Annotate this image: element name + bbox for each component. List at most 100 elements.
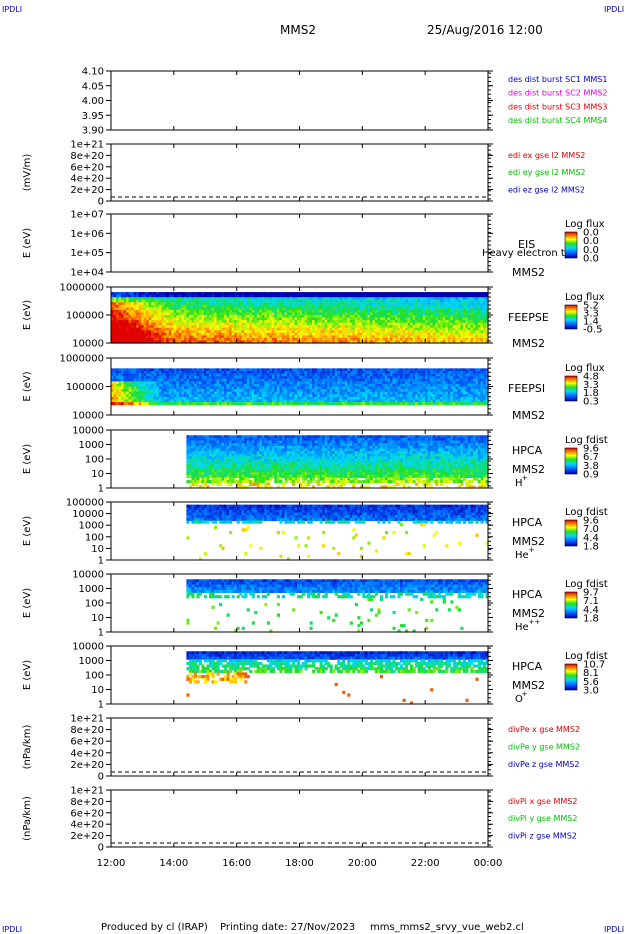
spectrogram-cell — [251, 315, 255, 319]
spectrogram-cell — [354, 396, 358, 401]
spectrogram-cell — [219, 322, 223, 326]
spectrogram-cell — [309, 309, 313, 314]
spectrogram-cell — [354, 302, 358, 306]
spectrogram-cell — [412, 322, 416, 326]
spectrogram-cell — [118, 391, 122, 395]
spectrogram-cell — [462, 322, 466, 326]
spectrogram-cell — [425, 330, 429, 334]
spectrogram-cell — [284, 320, 288, 324]
spectrogram-cell — [319, 373, 323, 377]
spectrogram-cell — [307, 322, 311, 326]
spectrogram-cell — [246, 394, 250, 398]
spectrogram-cell — [161, 394, 165, 398]
spectrogram-cell — [339, 294, 343, 298]
spectrogram-cell — [435, 327, 439, 331]
spectrogram-cell — [442, 309, 446, 314]
spectrogram-cell — [128, 340, 132, 344]
spectrogram-cell — [339, 399, 343, 403]
spectrogram-cell — [462, 320, 466, 324]
spectrogram-cell — [168, 307, 172, 311]
spectrogram-cell — [231, 297, 235, 301]
spectrogram-cell — [362, 332, 366, 336]
spectrogram-cell — [410, 302, 414, 306]
spectrogram-cell — [236, 307, 240, 311]
spectrogram-cell — [374, 396, 379, 401]
spectrogram-cell — [417, 373, 421, 377]
spectrogram-cell — [357, 383, 361, 388]
spectrogram-cell — [183, 340, 187, 344]
spectrogram-cell — [457, 299, 461, 303]
spectrogram-cell — [269, 297, 273, 301]
spectrogram-cell — [440, 317, 444, 321]
spectrogram-cell — [440, 299, 444, 303]
spectrogram-cell — [236, 335, 240, 339]
spectrogram-cell — [131, 335, 135, 339]
spectrogram-cell — [264, 373, 268, 377]
spectrogram-cell — [357, 373, 361, 377]
spectrogram-cell — [415, 381, 419, 385]
spectrogram-cell — [344, 302, 348, 306]
spectrogram-cell — [249, 322, 253, 326]
spectrogram-cell — [329, 394, 333, 398]
spectrogram-cell — [214, 297, 218, 301]
spectrogram-cell — [166, 370, 170, 375]
spectrogram-cell — [440, 332, 444, 336]
spectrogram-cell — [332, 315, 336, 319]
spectrogram-cell — [118, 307, 122, 311]
spectrogram-cell — [354, 309, 358, 314]
spectrogram-cell — [289, 309, 293, 314]
spectrogram-cell — [271, 373, 275, 377]
spectrogram-cell — [173, 309, 177, 314]
spectrogram-cell — [467, 299, 471, 303]
spectrogram-cell — [352, 386, 356, 390]
spectrogram-cell — [334, 340, 338, 344]
spectrogram-cell — [412, 370, 416, 375]
spectrogram-cell — [148, 378, 152, 382]
spectrogram-cell — [457, 297, 461, 301]
spectrogram-cell — [400, 320, 404, 324]
spectrogram-cell — [447, 299, 451, 303]
spectrogram-cell — [400, 294, 404, 298]
spectrogram-cell — [472, 337, 477, 342]
spectrogram-cell — [151, 383, 155, 388]
spectrogram-cell — [477, 304, 482, 308]
spectrogram-cell — [111, 399, 115, 403]
spectrogram-cell — [405, 325, 409, 329]
spectrogram-cell — [405, 394, 409, 398]
spectrogram-cell — [206, 327, 210, 331]
spectrogram-cell — [251, 383, 255, 388]
spectrogram-cell — [304, 294, 308, 298]
spectrogram-cell — [402, 335, 406, 339]
spectrogram-cell — [166, 396, 170, 401]
spectrogram-cell — [377, 368, 381, 372]
spectrogram-cell — [126, 317, 130, 321]
spectrogram-cell — [256, 399, 260, 403]
spectrogram-cell — [143, 378, 147, 382]
spectrogram-cell — [314, 322, 318, 326]
spectrogram-cell — [229, 378, 233, 382]
spectrogram-cell — [231, 320, 235, 324]
spectrogram-cell — [271, 370, 275, 375]
spectrogram-cell — [379, 378, 384, 382]
spectrogram-cell — [329, 332, 333, 336]
spectrogram-cell — [387, 370, 391, 375]
spectrogram-cell — [374, 383, 379, 388]
spectrogram-cell — [158, 332, 162, 336]
spectrogram-cell — [183, 317, 187, 321]
spectrogram-cell — [304, 309, 308, 314]
spectrogram-cell — [111, 294, 115, 298]
spectrogram-cell — [224, 376, 228, 380]
spectrogram-cell — [302, 317, 306, 321]
spectrogram-cell — [395, 292, 399, 296]
spectrogram-cell — [462, 330, 466, 334]
spectrogram-cell — [357, 317, 361, 321]
spectrogram-cell — [148, 294, 152, 298]
spectrogram-cell — [123, 383, 127, 388]
spectrogram-cell — [442, 327, 446, 331]
spectrogram-cell — [467, 317, 471, 321]
spectrogram-cell — [440, 330, 444, 334]
spectrogram-cell — [116, 330, 120, 334]
spectrogram-cell — [226, 399, 230, 403]
spectrogram-cell — [359, 394, 363, 398]
